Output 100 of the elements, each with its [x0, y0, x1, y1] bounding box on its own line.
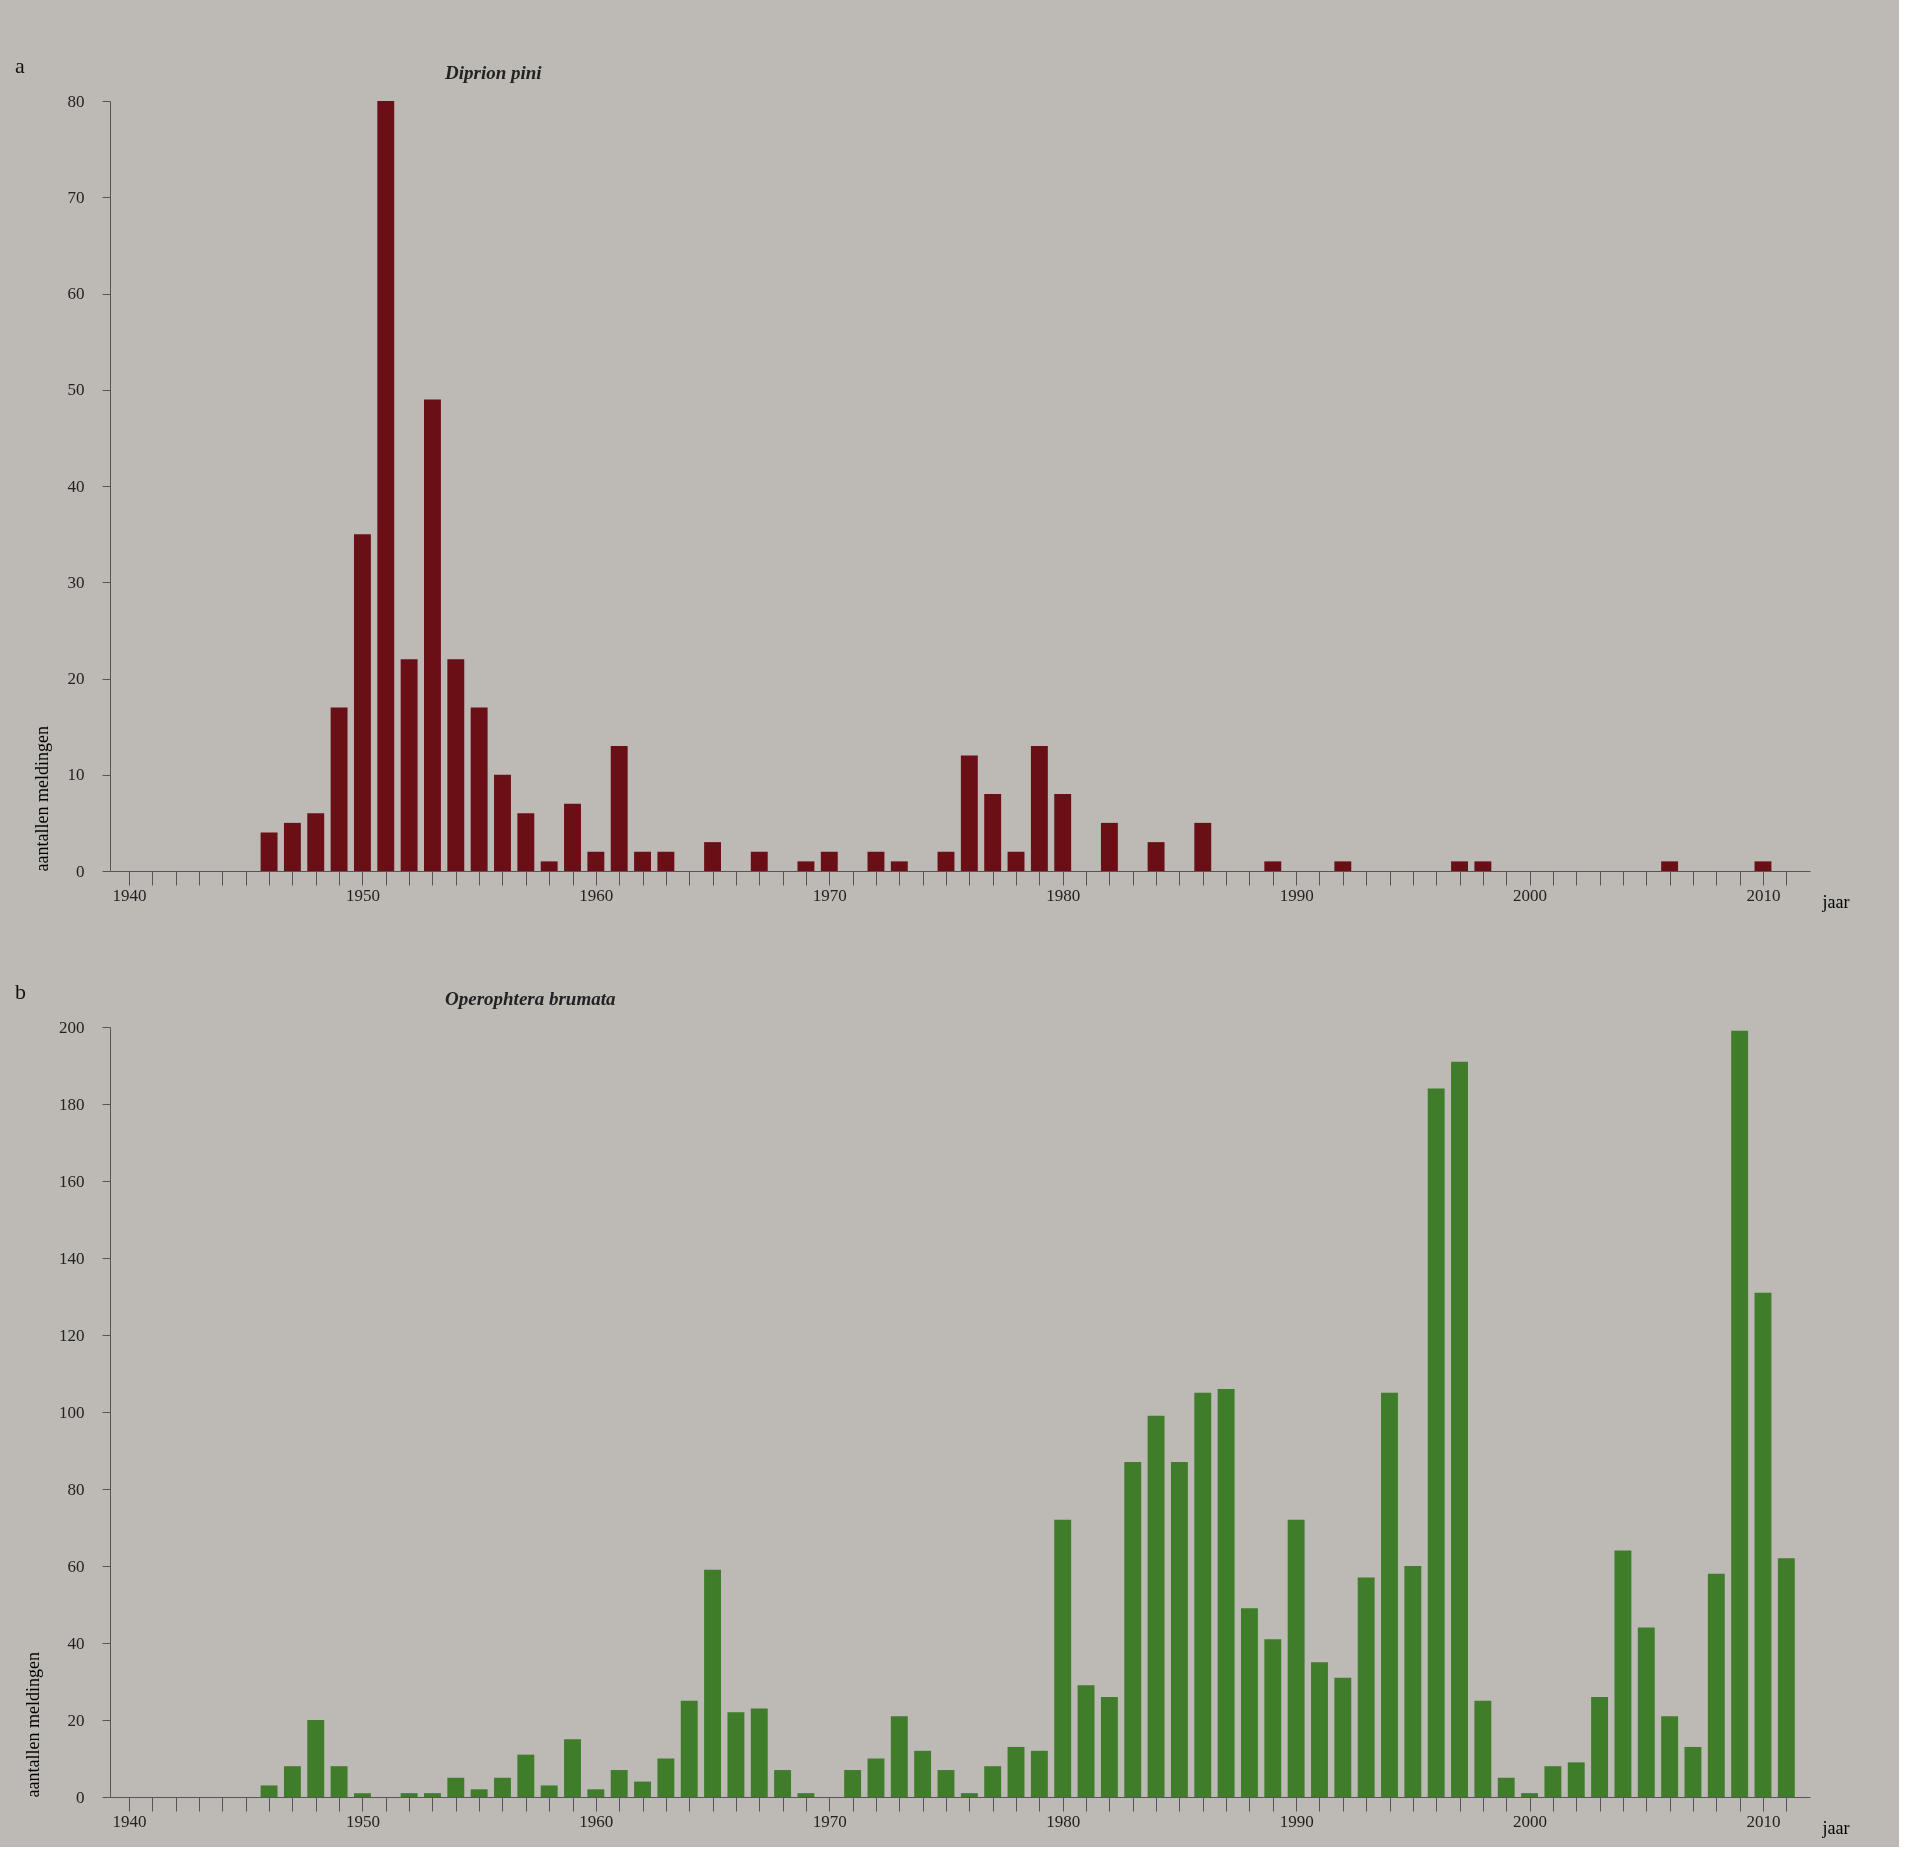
bar	[424, 399, 441, 871]
bar	[1451, 1061, 1468, 1797]
bar	[1194, 1392, 1212, 1797]
bar	[1474, 861, 1492, 871]
bar	[1567, 1762, 1585, 1797]
bar	[494, 774, 511, 871]
y-tick-label: 30	[67, 572, 85, 592]
bar	[750, 851, 768, 871]
y-tick-label: 0	[76, 861, 85, 881]
bar	[1707, 1573, 1725, 1797]
bar	[960, 755, 978, 871]
y-axis-title: aantallen meldingen	[23, 1652, 43, 1798]
y-tick-label: 60	[67, 284, 85, 303]
text: a	[15, 53, 25, 78]
bar	[890, 861, 908, 871]
bar	[564, 1739, 581, 1797]
bar	[1124, 1462, 1142, 1797]
bar	[984, 794, 1002, 871]
x-tick-label: 2000	[1513, 1811, 1548, 1831]
bar	[447, 1777, 465, 1797]
bar	[867, 851, 885, 871]
y-tick-label: 50	[67, 380, 85, 400]
x-tick-label: 1990	[1279, 1811, 1314, 1831]
bar	[657, 851, 675, 871]
y-tick-label: 80	[67, 1479, 85, 1499]
y-axis-title: aantallen meldingen	[31, 726, 52, 872]
bar	[494, 1777, 511, 1797]
text: b	[15, 979, 26, 1004]
bar	[330, 1766, 348, 1797]
y-tick-label: 10	[67, 765, 85, 785]
bar	[1194, 822, 1212, 871]
bar	[727, 1712, 745, 1797]
bar	[797, 861, 815, 871]
bar	[750, 1708, 768, 1797]
x-tick-label: 1980	[1046, 885, 1081, 905]
bar	[844, 1770, 862, 1797]
x-tick-label: 2010	[1746, 1811, 1781, 1831]
bar	[517, 1754, 535, 1797]
bar	[1451, 861, 1468, 871]
bar	[1404, 1566, 1422, 1797]
bar	[307, 813, 325, 871]
bar	[704, 842, 722, 871]
bar	[1100, 822, 1118, 871]
bar	[517, 813, 535, 871]
bar	[797, 1793, 815, 1797]
bar	[1264, 1639, 1282, 1797]
bar	[634, 851, 651, 871]
bar	[867, 1758, 885, 1797]
bar	[1497, 1777, 1515, 1797]
bar	[634, 1781, 651, 1797]
bar	[424, 1793, 441, 1797]
bar	[774, 1770, 792, 1797]
bar	[820, 851, 838, 871]
bar	[1217, 1388, 1235, 1797]
bar	[1147, 1415, 1165, 1797]
y-tick-label: 20	[67, 1710, 85, 1730]
bar	[470, 707, 488, 871]
bar	[1147, 842, 1165, 871]
bar	[1030, 1750, 1048, 1797]
y-tick-label: 100	[59, 1402, 85, 1422]
bar	[260, 1785, 278, 1797]
bar	[400, 1793, 418, 1797]
bar	[984, 1766, 1002, 1797]
bar	[540, 861, 558, 871]
bar	[1007, 851, 1025, 871]
x-tick-label: 1990	[1279, 885, 1314, 905]
y-tick-label: 40	[67, 476, 85, 496]
bar	[1287, 1519, 1305, 1797]
x-tick-label: 1960	[579, 1811, 614, 1831]
bar	[1661, 1716, 1679, 1797]
bar	[1731, 1030, 1749, 1797]
bar	[587, 1789, 605, 1797]
x-tick-label: 1940	[112, 1811, 147, 1831]
bar	[704, 1569, 722, 1797]
bar	[447, 659, 465, 871]
bar	[1100, 1696, 1118, 1797]
bar	[307, 1720, 325, 1797]
bar	[283, 822, 301, 871]
bar	[353, 534, 371, 871]
y-tick-label: 120	[59, 1325, 85, 1345]
bar	[1054, 794, 1072, 871]
y-tick-label: 160	[59, 1171, 85, 1191]
bar	[1427, 1088, 1445, 1797]
x-tick-label: 1970	[812, 1811, 847, 1831]
bar	[377, 101, 395, 871]
bar	[1357, 1577, 1375, 1797]
bar	[1614, 1550, 1632, 1797]
bar	[657, 1758, 675, 1797]
bar	[1170, 1462, 1188, 1797]
bar	[353, 1793, 371, 1797]
bar	[890, 1716, 908, 1797]
bar	[914, 1750, 932, 1797]
bar	[1684, 1746, 1702, 1797]
y-tick-label: 0	[76, 1787, 85, 1807]
chart-title: Operophtera brumata	[445, 988, 616, 1009]
x-tick-label: 1970	[812, 885, 847, 905]
x-axis-title: jaar	[1821, 891, 1850, 912]
x-axis-title: jaar	[1821, 1817, 1850, 1838]
bar	[1777, 1558, 1795, 1797]
bar	[1054, 1519, 1072, 1797]
